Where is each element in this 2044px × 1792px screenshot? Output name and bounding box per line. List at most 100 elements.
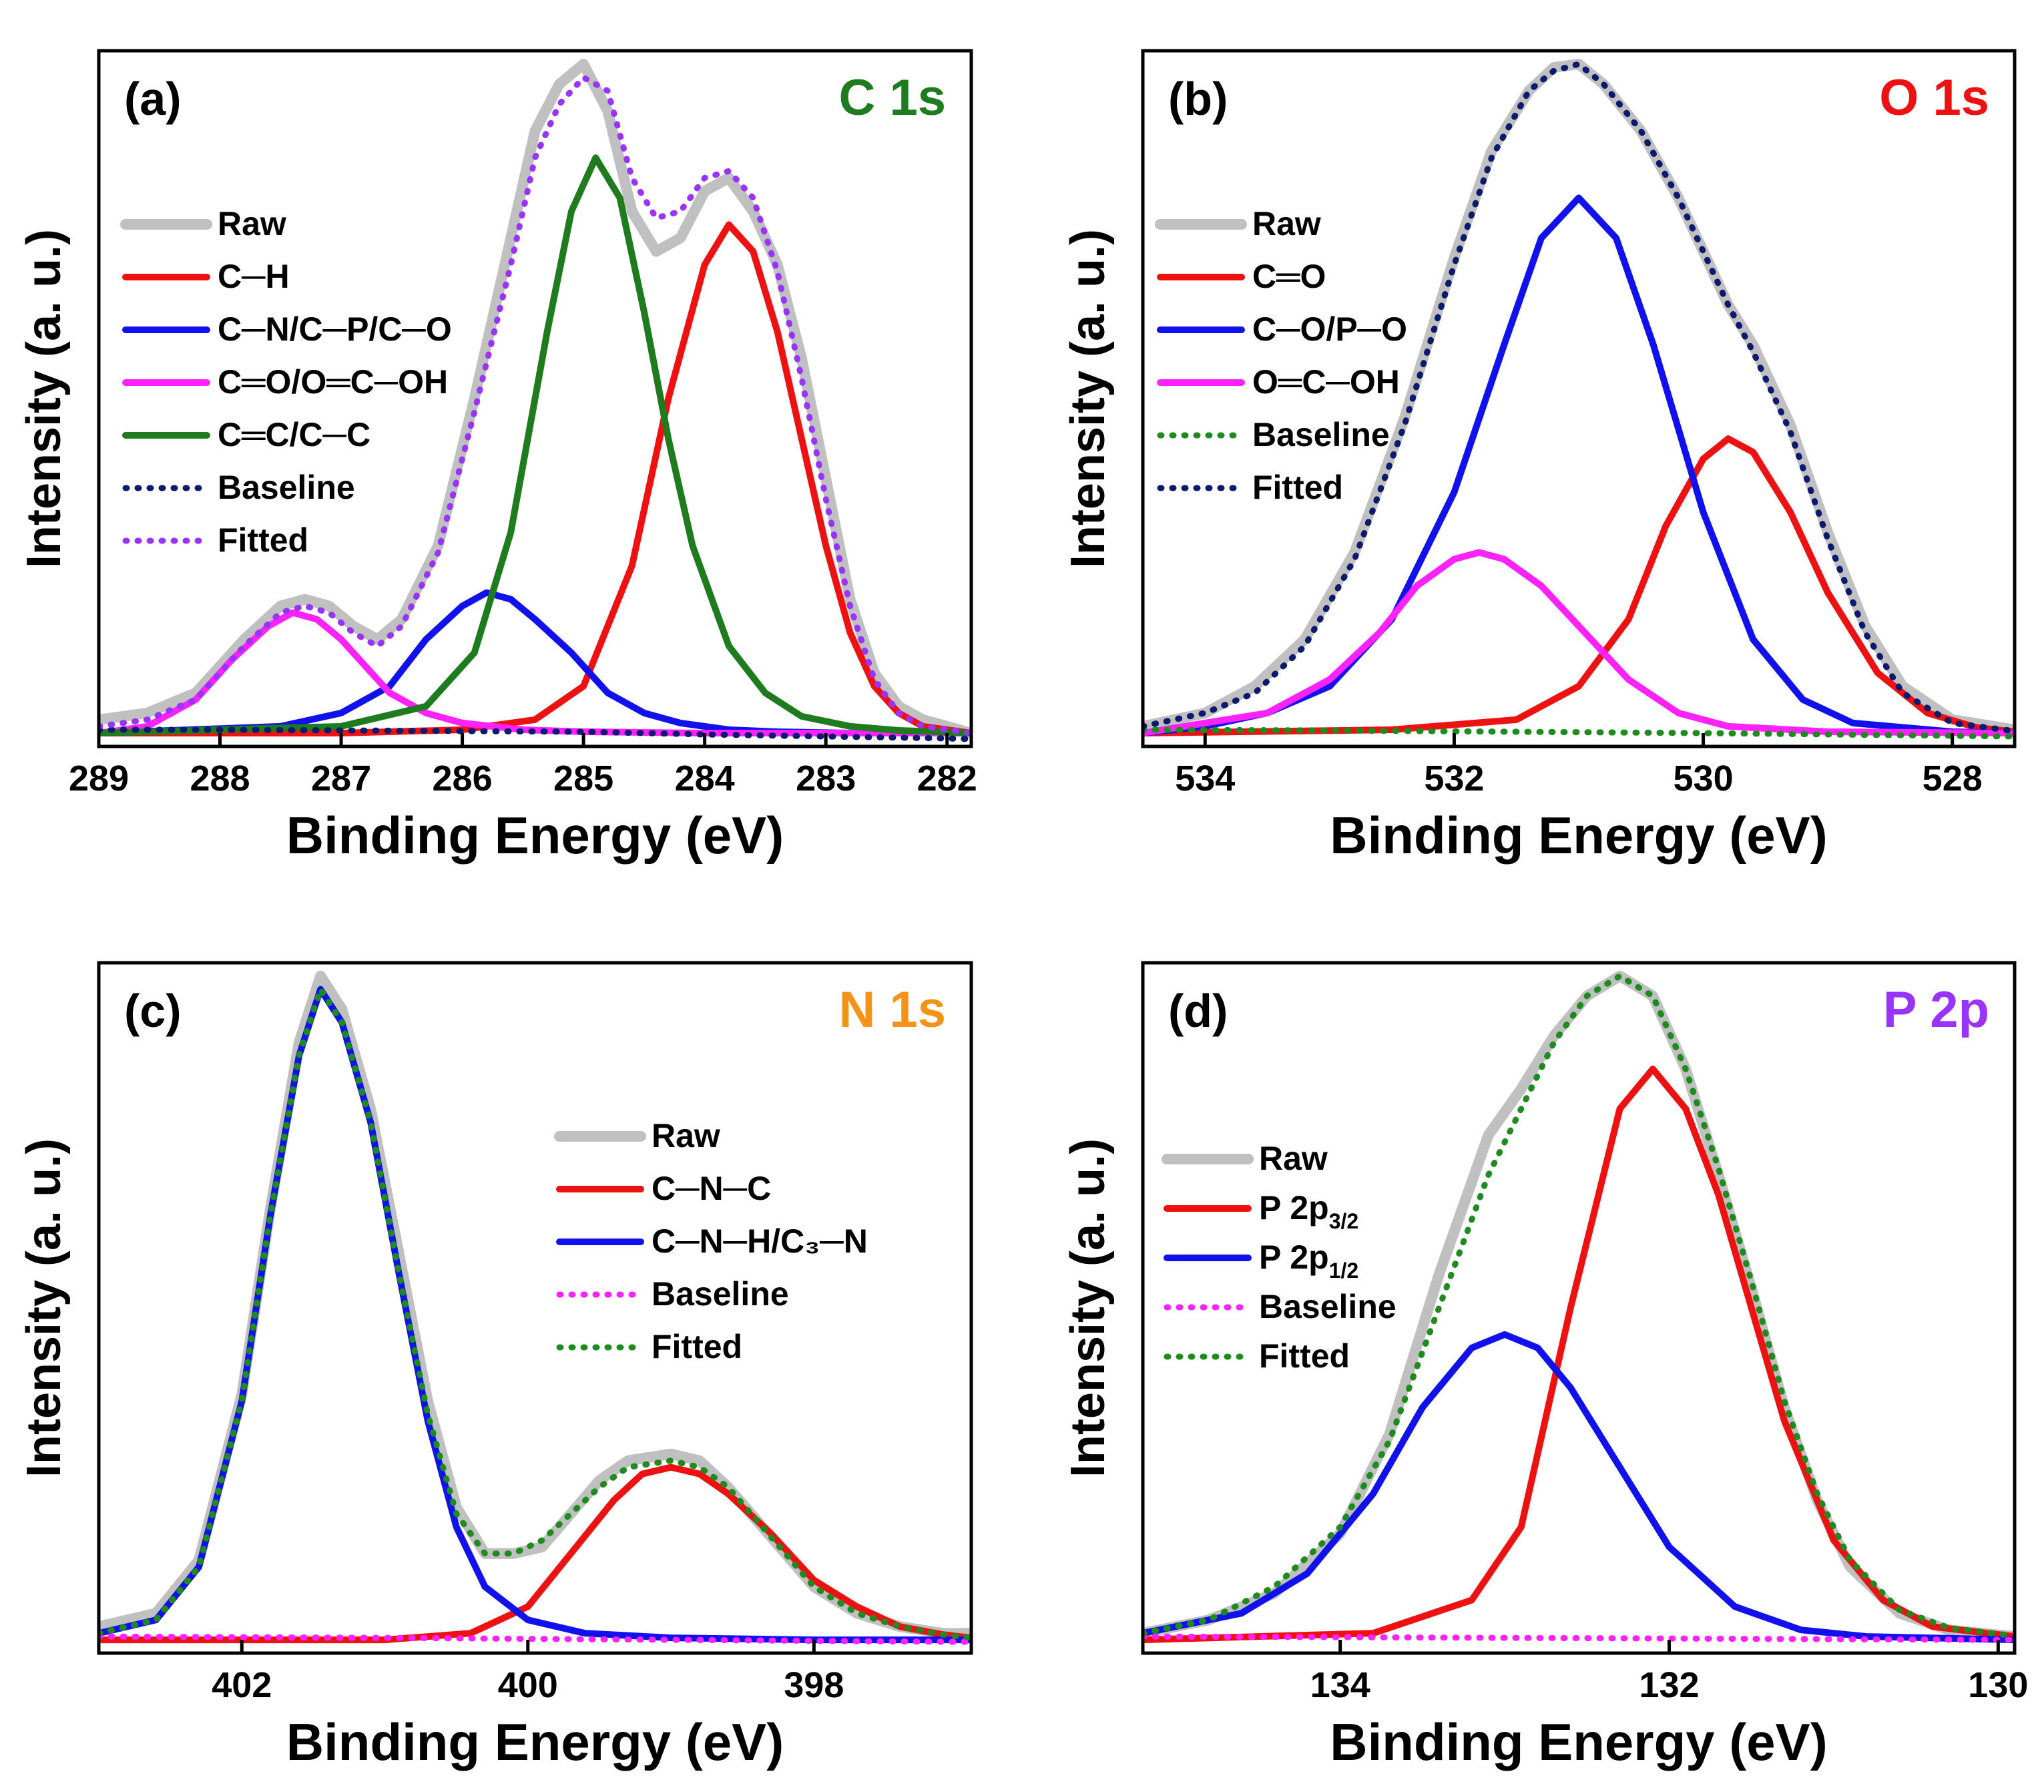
- legend-label: Baseline: [218, 469, 355, 506]
- legend-item: P 2p3/2: [1164, 1189, 1358, 1233]
- legend-label: Raw: [1259, 1140, 1328, 1177]
- element-label: C 1s: [838, 69, 946, 126]
- legend-item: Fitted: [1164, 1337, 1350, 1375]
- series-line-baseline: [1143, 1633, 2015, 1643]
- legend-item: C─N─C: [556, 1170, 771, 1207]
- legend-item: C─O/P─O: [1157, 310, 1407, 348]
- x-tick-label: 286: [433, 758, 493, 799]
- legend-label: C═C/C─C: [218, 416, 370, 453]
- series-line-o-c-oh: [1143, 549, 2015, 736]
- legend-label: C─H: [218, 258, 290, 295]
- legend-label: C─N/C─P/C─O: [218, 310, 452, 348]
- legend-label: C─O/P─O: [1252, 310, 1407, 348]
- legend-item: C─H: [122, 258, 290, 295]
- series-line-c-n-h-c-n: [99, 985, 971, 1644]
- series-line-fitted: [1143, 973, 2015, 1639]
- legend-label: C─N─H/C₃─N: [652, 1222, 868, 1260]
- series-group: [1143, 59, 2015, 740]
- legend-label: P 2p3/2: [1259, 1189, 1358, 1233]
- legend-item: C═O: [1157, 258, 1326, 295]
- legend-label: Baseline: [652, 1275, 789, 1313]
- legend-item: Fitted: [122, 521, 308, 559]
- series-line-fitted: [1143, 61, 2015, 734]
- x-tick-label: 400: [498, 1665, 558, 1705]
- panel-tag: (d): [1168, 985, 1228, 1037]
- legend-item: C═C/C─C: [122, 416, 370, 453]
- legend: Raw C─N─C C─N─H/C₃─N Baseline Fitted: [554, 1117, 868, 1365]
- legend: Raw P 2p3/2 P 2p1/2 Baseline Fitted: [1162, 1140, 1396, 1375]
- legend-label: O═C─OH: [1252, 363, 1400, 401]
- legend-item: C─N/C─P/C─O: [122, 310, 452, 348]
- panel-b: 534 532 530 528 Binding Energy (eV) Intensity…: [1061, 49, 2017, 865]
- legend-item: P 2p1/2: [1164, 1239, 1358, 1283]
- legend-label-main: P 2p: [1259, 1189, 1329, 1226]
- series-line-p-2p3-2: [1143, 1066, 2015, 1644]
- panel-tag: (a): [124, 73, 182, 125]
- series-line-c-c-c-c: [99, 154, 971, 736]
- legend: Raw C═O C─O/P─O O═C─OH Baseline Fitted: [1155, 205, 1407, 506]
- x-tick-label: 532: [1424, 758, 1484, 799]
- series-group: [99, 970, 971, 1645]
- legend-label: Fitted: [1252, 469, 1343, 506]
- x-tick-label: 285: [553, 758, 613, 799]
- legend-label: Raw: [652, 1117, 720, 1154]
- x-tick-label: 289: [69, 758, 129, 799]
- legend-label: Fitted: [652, 1328, 742, 1365]
- y-axis-label: Intensity (a. u.): [1061, 1138, 1115, 1478]
- legend-item: Baseline: [1157, 416, 1390, 453]
- legend-item: O═C─OH: [1157, 363, 1400, 401]
- y-axis-label: Intensity (a. u.): [1061, 229, 1115, 568]
- series-line-fitted: [99, 986, 971, 1641]
- y-axis-label: Intensity (a. u.): [17, 229, 71, 568]
- legend-item: C─N─H/C₃─N: [556, 1222, 868, 1260]
- x-tick-label: 130: [1968, 1665, 2028, 1705]
- element-label: O 1s: [1879, 69, 1989, 126]
- legend-item: Baseline: [122, 469, 355, 506]
- x-tick-label: 287: [311, 758, 371, 799]
- y-axis-label: Intensity (a. u.): [17, 1138, 71, 1478]
- legend-label-main: P 2p: [1259, 1239, 1329, 1276]
- legend-label: Raw: [218, 205, 286, 242]
- legend-label: Fitted: [218, 521, 308, 559]
- plot-frame: [1141, 49, 2017, 748]
- series-group: [99, 59, 971, 742]
- legend: Raw C─H C─N/C─P/C─O C═O/O═C─OH C═C/C─C Baseli…: [120, 205, 452, 559]
- x-tick-label: 284: [675, 758, 735, 799]
- legend-item: Raw: [1155, 205, 1321, 242]
- legend-label: Raw: [1252, 205, 1321, 242]
- legend-label: Baseline: [1252, 416, 1390, 453]
- series-line-baseline: [1143, 726, 2015, 740]
- x-tick-label: 398: [784, 1665, 844, 1705]
- x-tick-label: 282: [917, 758, 977, 799]
- series-line-raw: [99, 970, 971, 1639]
- legend-label: C─N─C: [652, 1170, 771, 1207]
- legend-label-sub: 3/2: [1329, 1209, 1358, 1233]
- series-line-c-o-p-o: [1143, 194, 2015, 736]
- plot-frame: [97, 49, 973, 748]
- legend-item: C═O/O═C─OH: [122, 363, 448, 401]
- x-tick-label: 134: [1310, 1665, 1370, 1705]
- panel-d: 134 132 130 Binding Energy (eV) Intensity (a…: [1061, 961, 2028, 1771]
- legend-label: Baseline: [1259, 1288, 1396, 1325]
- series-line-baseline: [99, 1633, 971, 1645]
- x-tick-label: 288: [190, 758, 250, 799]
- series-line-fitted: [99, 74, 971, 736]
- x-tick-label: 402: [212, 1665, 272, 1705]
- panel-a: 289 288 287 286 285 284 283 282 Binding Energy (…: [17, 49, 977, 865]
- legend-label: Fitted: [1259, 1337, 1350, 1375]
- x-tick-label: 132: [1639, 1665, 1699, 1705]
- series-line-baseline: [99, 726, 971, 742]
- series-line-p-2p1-2: [1143, 1331, 2015, 1644]
- plot-frame: [1141, 961, 2017, 1655]
- x-tick-label: 534: [1175, 758, 1235, 799]
- x-tick-label: 530: [1674, 758, 1734, 799]
- series-line-c-o: [1143, 435, 2015, 736]
- series-line-c-o-o-c-oh: [99, 609, 971, 736]
- x-axis-label: Binding Energy (eV): [1330, 806, 1827, 865]
- x-axis-label: Binding Energy (eV): [286, 1713, 784, 1771]
- legend-item: Baseline: [556, 1275, 789, 1313]
- legend-item: Fitted: [1157, 469, 1343, 506]
- legend-item: Raw: [1162, 1140, 1328, 1177]
